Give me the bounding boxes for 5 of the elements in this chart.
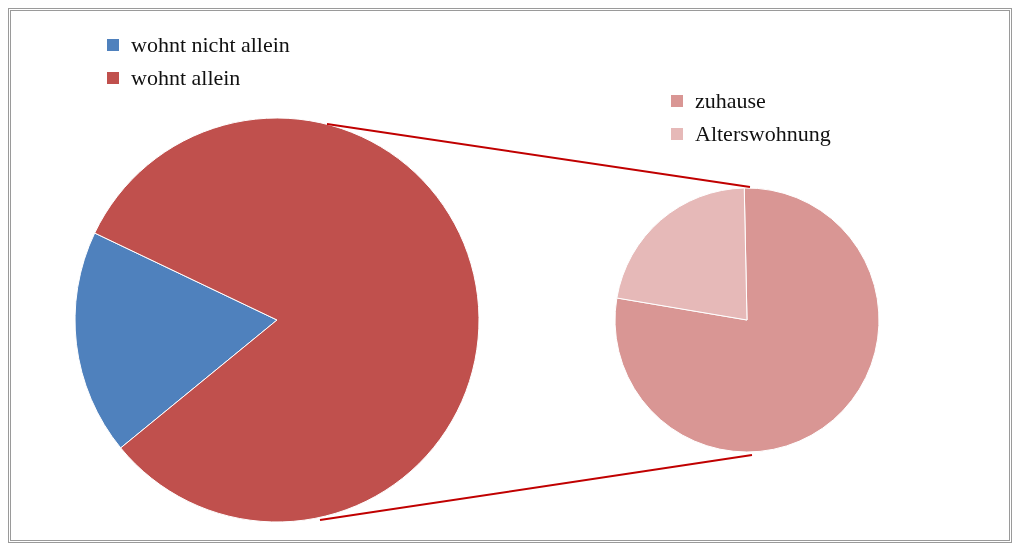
legend-label: wohnt nicht allein — [131, 31, 290, 58]
legend-label: wohnt allein — [131, 64, 241, 91]
legend-label: Alterswohnung — [695, 120, 831, 147]
pie-slice — [614, 187, 880, 453]
legend-label: zuhause — [695, 87, 766, 114]
